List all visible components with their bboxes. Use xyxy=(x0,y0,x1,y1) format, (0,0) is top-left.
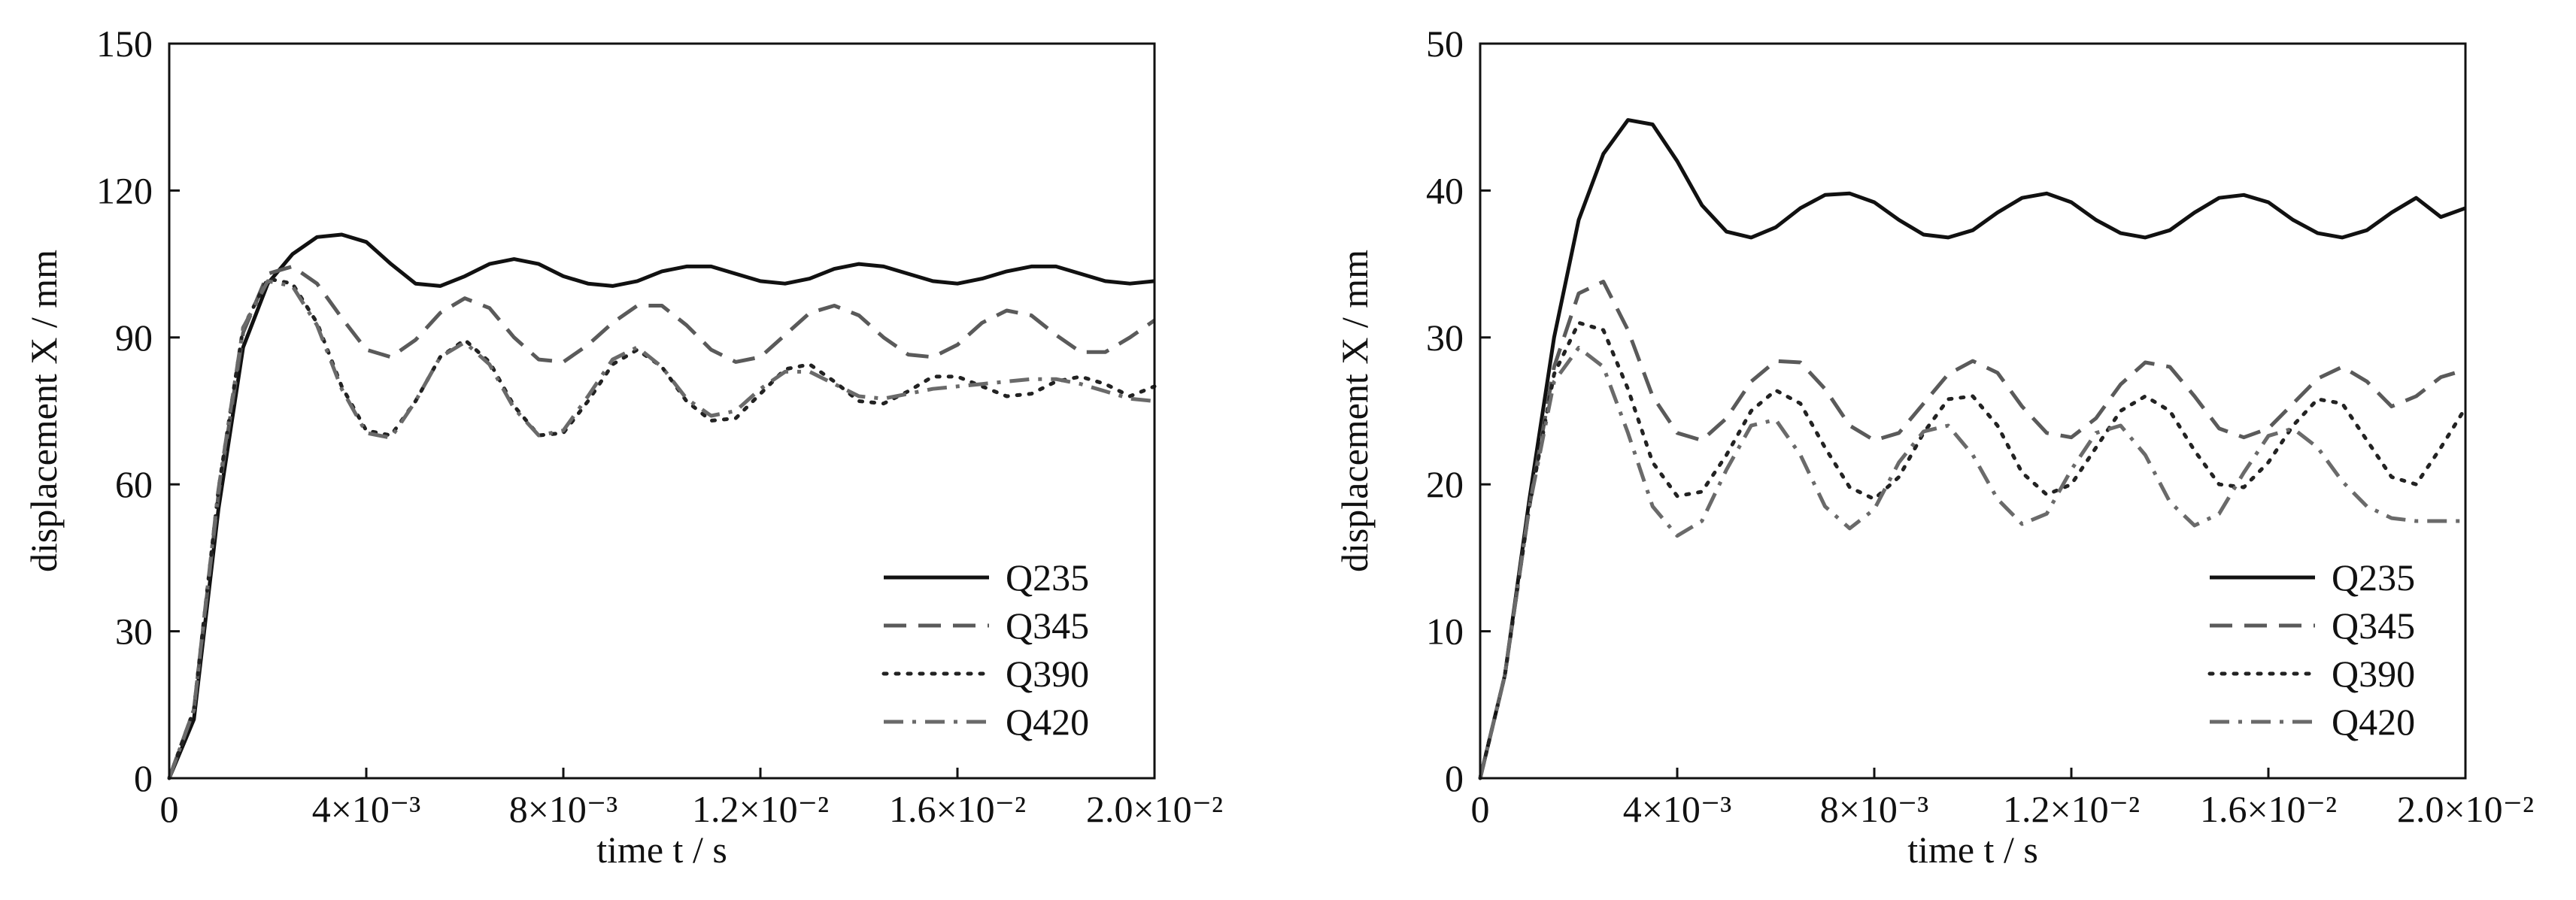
x-axis-label: time t / s xyxy=(1907,829,2038,871)
x-tick-label: 8×10⁻³ xyxy=(1820,788,1929,830)
y-tick-label: 120 xyxy=(96,169,153,211)
x-tick-label: 2.0×10⁻² xyxy=(1086,788,1223,830)
legend-label: Q345 xyxy=(1006,605,1089,647)
series-line-q235 xyxy=(1478,118,2466,779)
x-tick-label: 4×10⁻³ xyxy=(312,788,421,830)
x-tick-label: 1.2×10⁻² xyxy=(692,788,829,830)
series-line-q420 xyxy=(167,279,1155,779)
y-tick-label: 60 xyxy=(115,463,153,505)
x-tick-label: 1.6×10⁻² xyxy=(2200,788,2337,830)
x-tick-label: 0 xyxy=(1471,788,1490,830)
x-tick-label: 4×10⁻³ xyxy=(1623,788,1732,830)
x-tick-label: 1.6×10⁻² xyxy=(889,788,1026,830)
x-tick-label: 8×10⁻³ xyxy=(509,788,618,830)
y-axis-label: displacement X / mm xyxy=(23,250,65,572)
x-axis-label: time t / s xyxy=(596,829,727,871)
y-tick-label: 10 xyxy=(1426,611,1464,653)
y-tick-label: 0 xyxy=(1445,757,1464,799)
plot-frame xyxy=(168,42,1156,780)
legend-label: Q420 xyxy=(1006,701,1089,743)
x-tick-label: 0 xyxy=(160,788,179,830)
legend-label: Q390 xyxy=(2332,653,2415,695)
legend-label: Q235 xyxy=(2332,556,2415,598)
legend-label: Q390 xyxy=(1006,653,1089,695)
y-tick-label: 40 xyxy=(1426,169,1464,211)
series-line-q390 xyxy=(1478,320,2468,780)
y-tick-label: 30 xyxy=(115,611,153,653)
plot-frame xyxy=(1479,42,2467,780)
series-line-q345 xyxy=(1478,280,2466,779)
y-tick-label: 50 xyxy=(1426,23,1464,65)
legend: Q235 Q345 Q390 Q420 xyxy=(2207,556,2415,743)
legend: Q235 Q345 Q390 Q420 xyxy=(881,556,1089,743)
right-chart: 0 4×10⁻³ 8×10⁻³ 1.2×10⁻² 1.6×10⁻² 2.0×10⁻² 0 10… xyxy=(1334,23,2534,871)
series-line-q420 xyxy=(1478,346,2465,779)
series-line-q235 xyxy=(167,232,1155,779)
y-tick-label: 0 xyxy=(134,757,153,799)
x-tick-label: 2.0×10⁻² xyxy=(2397,788,2534,830)
y-axis-label: displacement X / mm xyxy=(1334,250,1376,572)
left-chart: 0 4×10⁻³ 8×10⁻³ 1.2×10⁻² 1.6×10⁻² 2.0×10⁻² 0 30… xyxy=(23,23,1223,871)
y-tick-label: 20 xyxy=(1426,463,1464,505)
series-line-q345 xyxy=(167,264,1156,779)
y-tick-label: 150 xyxy=(96,23,153,65)
legend-label: Q420 xyxy=(2332,701,2415,743)
legend-label: Q235 xyxy=(1006,556,1089,598)
legend-label: Q345 xyxy=(2332,605,2415,647)
x-tick-label: 1.2×10⁻² xyxy=(2003,788,2140,830)
y-tick-label: 90 xyxy=(115,317,153,359)
y-tick-label: 30 xyxy=(1426,317,1464,359)
